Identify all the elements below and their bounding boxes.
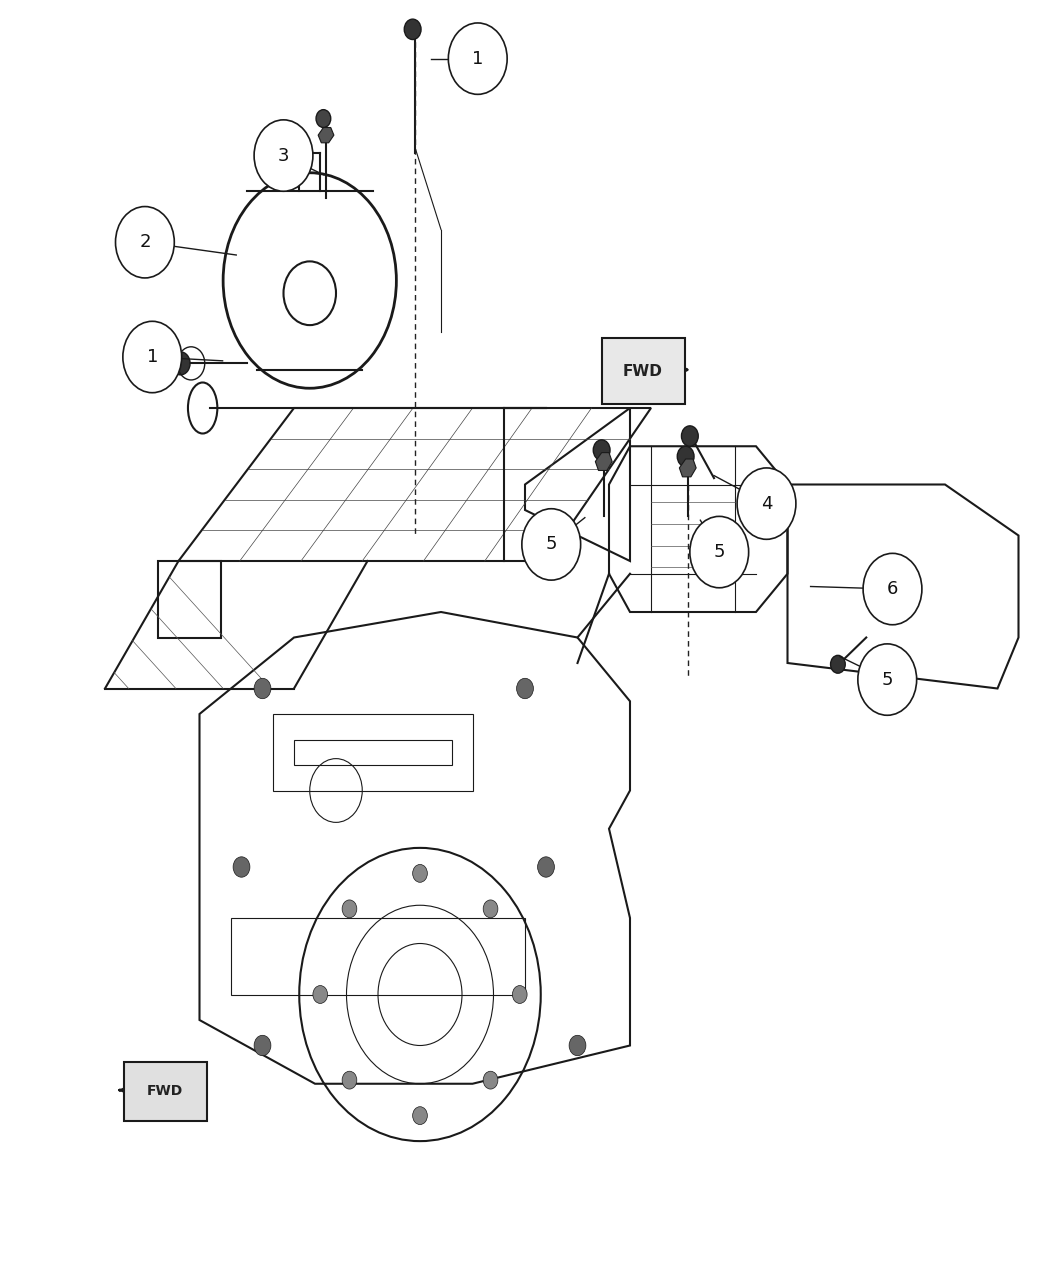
Circle shape <box>313 986 328 1003</box>
Circle shape <box>254 678 271 699</box>
Circle shape <box>538 857 554 877</box>
Text: 1: 1 <box>472 50 483 68</box>
Text: 2: 2 <box>140 233 150 251</box>
Circle shape <box>123 321 182 393</box>
Circle shape <box>517 678 533 699</box>
Circle shape <box>254 1035 271 1056</box>
Circle shape <box>404 19 421 40</box>
Circle shape <box>858 644 917 715</box>
Circle shape <box>171 352 190 375</box>
Text: FWD: FWD <box>147 1085 183 1098</box>
Circle shape <box>483 1071 498 1089</box>
Text: 6: 6 <box>887 580 898 598</box>
Circle shape <box>448 23 507 94</box>
Polygon shape <box>318 128 334 143</box>
Circle shape <box>342 900 357 918</box>
Circle shape <box>483 900 498 918</box>
Circle shape <box>522 509 581 580</box>
FancyBboxPatch shape <box>124 1062 207 1121</box>
FancyBboxPatch shape <box>602 338 685 404</box>
Circle shape <box>342 1071 357 1089</box>
Circle shape <box>737 468 796 539</box>
Circle shape <box>593 440 610 460</box>
Polygon shape <box>679 459 696 477</box>
Circle shape <box>863 553 922 625</box>
Circle shape <box>569 1035 586 1056</box>
Circle shape <box>690 516 749 588</box>
Circle shape <box>831 655 845 673</box>
Circle shape <box>681 426 698 446</box>
Polygon shape <box>595 453 612 470</box>
Circle shape <box>316 110 331 128</box>
Text: 1: 1 <box>147 348 157 366</box>
Text: 5: 5 <box>882 671 892 688</box>
Circle shape <box>254 120 313 191</box>
Text: 5: 5 <box>714 543 724 561</box>
Text: 3: 3 <box>278 147 289 164</box>
Circle shape <box>413 864 427 882</box>
Circle shape <box>233 857 250 877</box>
Circle shape <box>512 986 527 1003</box>
Text: 4: 4 <box>761 495 772 513</box>
Circle shape <box>677 446 694 467</box>
Text: FWD: FWD <box>623 363 663 379</box>
Text: 5: 5 <box>546 536 556 553</box>
Circle shape <box>413 1107 427 1125</box>
Circle shape <box>116 207 174 278</box>
